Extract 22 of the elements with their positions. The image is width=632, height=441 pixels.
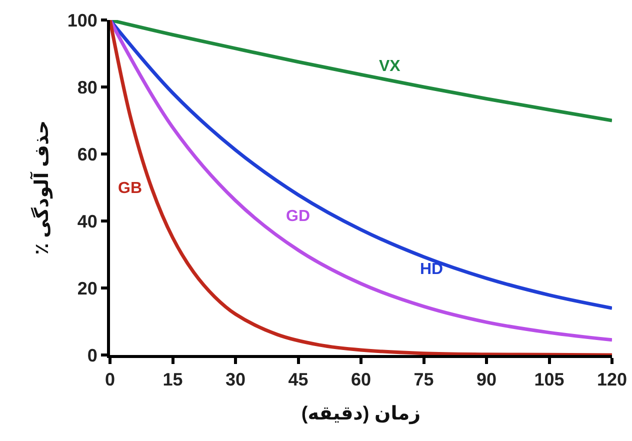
x-tick-label: 0	[104, 370, 116, 390]
x-tick-label: 105	[534, 370, 564, 390]
series-label: GB	[118, 180, 142, 197]
series-label: GD	[286, 208, 310, 225]
y-tick-label: 60	[77, 144, 98, 164]
series-label: HD	[420, 261, 444, 278]
x-tick-label: 60	[350, 370, 372, 390]
y-tick-label: 20	[77, 278, 98, 298]
line-series	[110, 20, 612, 122]
y-axis-title: ٪ حذف آلودگی	[29, 120, 54, 255]
x-axis-title: زمان (دقیقه)	[301, 403, 421, 424]
x-tick-label: 45	[288, 370, 308, 390]
x-tick-label: 90	[476, 370, 497, 390]
y-tick-label: 100	[67, 10, 98, 30]
y-tick-label: 40	[77, 211, 98, 232]
y-tick-label: 80	[77, 77, 98, 98]
x-tick-label: 120	[596, 370, 628, 390]
x-tick-label: 75	[414, 370, 434, 390]
x-tick-label: 30	[225, 370, 246, 390]
series-label: VX	[379, 58, 401, 75]
y-tick-label: 0	[87, 345, 98, 366]
x-tick-label: 15	[162, 370, 183, 390]
